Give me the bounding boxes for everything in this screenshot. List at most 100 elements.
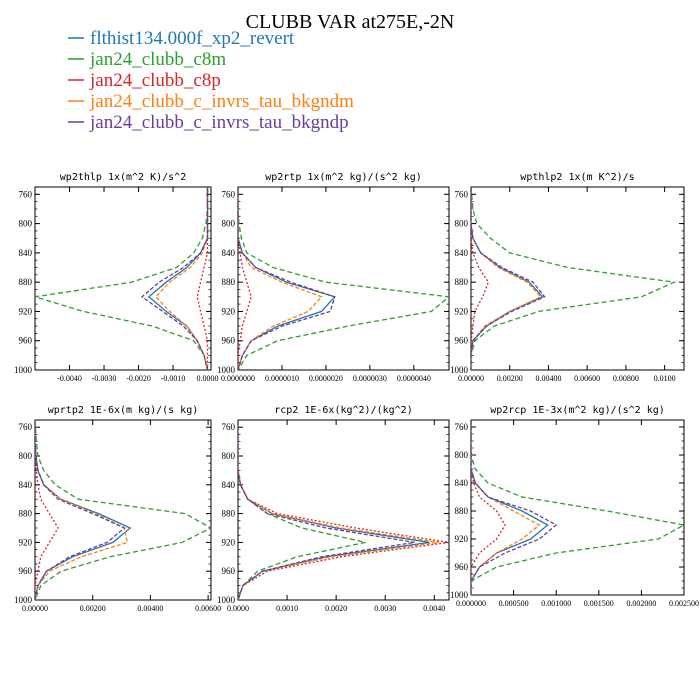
plot-frame xyxy=(237,186,450,371)
y-tick-label: 880 xyxy=(222,509,236,519)
x-tick-label: 0.0000010 xyxy=(265,374,299,383)
legend-label: jan24_clubb_c_invrs_tau_bkgndp xyxy=(89,112,349,133)
series-line xyxy=(35,420,211,600)
panel-title: wpthlp2 1x(m K^2)/s xyxy=(520,172,634,183)
y-tick-label: 800 xyxy=(455,450,469,460)
plot-frame xyxy=(470,419,685,596)
y-tick-label: 760 xyxy=(455,422,469,432)
y-tick-label: 960 xyxy=(19,336,33,346)
legend: flthist134.000f_xp2_revert jan24_clubb_c8… xyxy=(68,28,354,133)
y-tick-label: 1000 xyxy=(450,590,469,600)
y-tick-label: 800 xyxy=(19,219,33,229)
y-tick-label: 840 xyxy=(455,248,469,258)
series-line xyxy=(140,187,209,370)
y-tick-label: 880 xyxy=(19,509,33,519)
y-tick-label: 920 xyxy=(19,537,33,547)
x-tick-label: 0.0100 xyxy=(654,374,676,383)
panel-title: wp2rtp 1x(m^2 kg)/(s^2 kg) xyxy=(265,172,422,183)
x-tick-label: 0.0000 xyxy=(197,374,219,383)
series-group xyxy=(471,187,677,370)
x-tick-label: 0.001500 xyxy=(584,599,614,608)
panel-1: wp2thlp 1x(m^2 K)/s^2 760 800 840 880 920 960 1… xyxy=(14,172,219,383)
series-line xyxy=(35,420,129,600)
y-tick-label: 960 xyxy=(455,562,469,572)
x-tick-label: 0.00400 xyxy=(535,374,561,383)
figure-title: CLUBB VAR at275E,-2N xyxy=(246,11,455,33)
series-line xyxy=(471,420,558,595)
x-tick-label: 0.002000 xyxy=(626,599,656,608)
plot-frame xyxy=(34,186,212,371)
x-tick-label: 0.0020 xyxy=(325,604,347,613)
legend-label: jan24_clubb_c8p xyxy=(89,70,221,91)
x-tick-label: 0.0000000 xyxy=(221,374,255,383)
x-tick-label: -0.0040 xyxy=(57,374,82,383)
y-tick-label: 920 xyxy=(222,537,236,547)
x-tick-label: -0.0010 xyxy=(161,374,186,383)
series-line xyxy=(238,420,440,600)
y-tick-label: 960 xyxy=(222,566,236,576)
y-tick-label: 800 xyxy=(455,219,469,229)
panel-2: wp2rtp 1x(m^2 kg)/(s^2 kg) 760 800 840 880 92… xyxy=(217,172,450,383)
x-tick-label: 0.00400 xyxy=(137,604,163,613)
panel-5: rcp2 1E-6x(kg^2)/(kg^2) 760 800 840 880 920 96… xyxy=(217,405,450,613)
panel-6: wp2rcp 1E-3x(m^2 kg)/(s^2 kg) 760 800 840 88… xyxy=(450,405,699,608)
y-tick-label: 760 xyxy=(222,422,236,432)
series-line xyxy=(238,187,336,370)
series-line xyxy=(238,420,415,600)
series-line xyxy=(238,420,449,600)
x-tick-label: 0.0030 xyxy=(374,604,396,613)
y-tick-label: 1000 xyxy=(217,595,236,605)
x-tick-label: 0.001000 xyxy=(541,599,571,608)
x-tick-label: 0.00600 xyxy=(574,374,600,383)
series-group xyxy=(238,420,449,600)
x-tick-label: 0.002500 xyxy=(669,599,699,608)
series-line xyxy=(471,187,546,370)
y-tick-label: 760 xyxy=(455,189,469,199)
series-line xyxy=(35,420,132,600)
panel-title: wprtp2 1E-6x(m kg)/(s kg) xyxy=(48,405,199,416)
x-tick-label: 0.0000020 xyxy=(309,374,343,383)
y-tick-label: 840 xyxy=(455,478,469,488)
x-tick-label: 0.000500 xyxy=(499,599,529,608)
y-tick-label: 800 xyxy=(19,451,33,461)
series-line xyxy=(471,187,490,370)
y-tick-label: 760 xyxy=(19,422,33,432)
x-tick-label: 0.00800 xyxy=(613,374,639,383)
x-tick-label: 0.00000 xyxy=(22,604,48,613)
series-line xyxy=(238,187,252,370)
series-group xyxy=(471,420,684,595)
series-line xyxy=(471,420,506,595)
x-tick-label: -0.0030 xyxy=(92,374,117,383)
legend-label: flthist134.000f_xp2_revert xyxy=(90,28,295,49)
series-line xyxy=(471,420,684,595)
y-tick-label: 800 xyxy=(222,219,236,229)
series-line xyxy=(471,420,549,595)
series-group xyxy=(238,187,449,370)
x-tick-label: 0.00200 xyxy=(80,604,106,613)
x-tick-label: 0.0000 xyxy=(227,604,249,613)
y-tick-label: 960 xyxy=(222,336,236,346)
plot-frame xyxy=(470,186,685,371)
panel-title: rcp2 1E-6x(kg^2)/(kg^2) xyxy=(274,405,412,416)
y-tick-label: 1000 xyxy=(217,365,236,375)
series-line xyxy=(238,187,336,370)
series-line xyxy=(471,187,544,370)
panel-4: wprtp2 1E-6x(m kg)/(s kg) 760 800 840 880 920… xyxy=(14,405,221,613)
series-line xyxy=(238,187,449,370)
series-line xyxy=(35,420,126,600)
y-tick-label: 840 xyxy=(19,480,33,490)
y-tick-label: 880 xyxy=(455,506,469,516)
panel-3: wpthlp2 1x(m K^2)/s 760 800 840 880 920 960 100… xyxy=(450,172,685,383)
y-tick-label: 880 xyxy=(455,277,469,287)
y-tick-label: 920 xyxy=(19,306,33,316)
series-line xyxy=(238,420,366,600)
plot-frame xyxy=(237,419,450,601)
series-line xyxy=(35,420,59,600)
x-tick-label: 0.0010 xyxy=(276,604,298,613)
series-line xyxy=(471,420,541,595)
x-tick-label: 0.000000 xyxy=(456,599,486,608)
plot-frame xyxy=(34,419,212,601)
panels: wp2thlp 1x(m^2 K)/s^2 760 800 840 880 920 960 1… xyxy=(14,172,699,613)
x-tick-label: 0.0000040 xyxy=(397,374,431,383)
